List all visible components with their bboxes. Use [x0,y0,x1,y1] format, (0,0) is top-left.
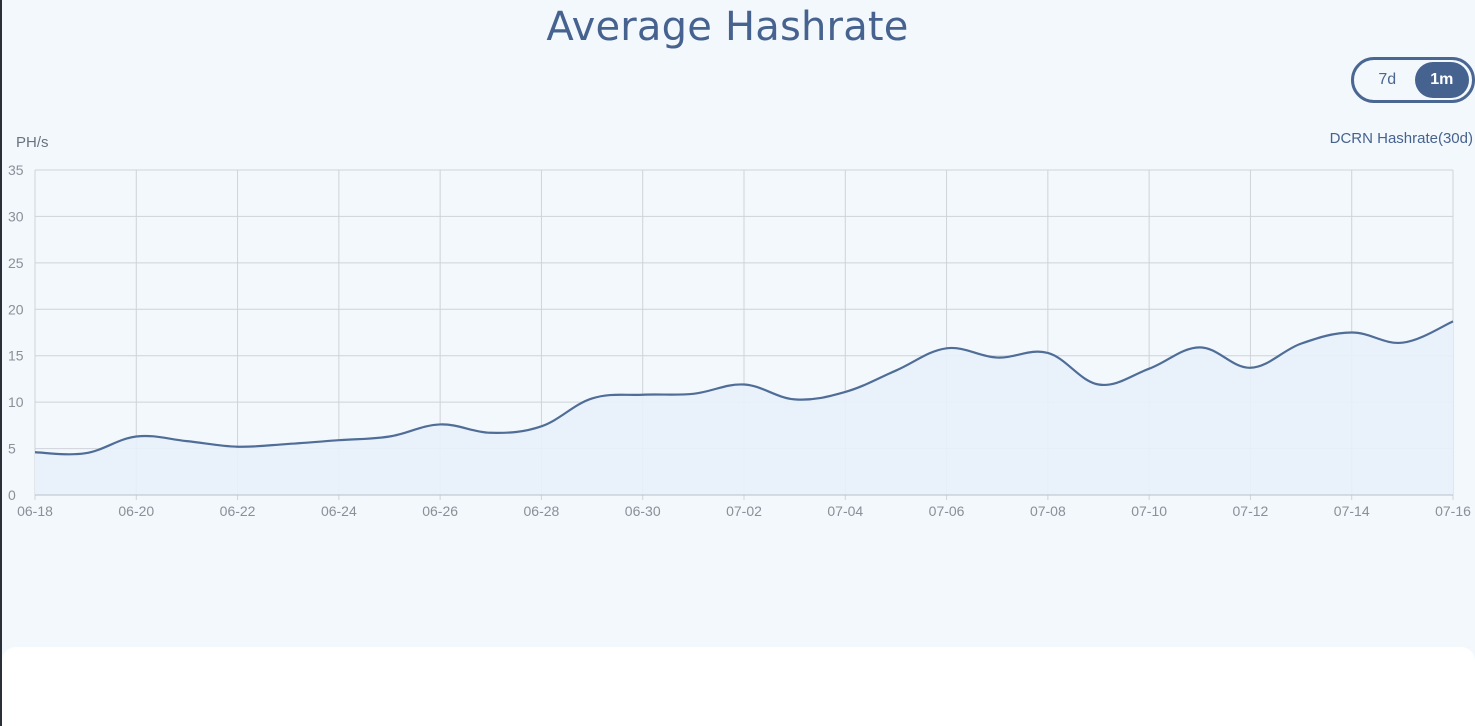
series-line [34,320,1454,456]
range-toggle[interactable]: 7d 1m [1351,57,1475,103]
series-area [35,321,1453,495]
x-tick-label: 07-16 [1435,503,1471,519]
x-tick-label: 06-28 [524,503,560,519]
window-left-border [0,0,2,726]
x-tick-label: 07-12 [1233,503,1269,519]
range-option-1m[interactable]: 1m [1414,62,1469,98]
y-tick-label: 30 [8,208,24,224]
y-tick-label: 10 [8,394,24,410]
y-tick-label: 35 [8,162,24,178]
hashrate-chart: 0 5 10 15 20 25 30 35 06-18 06-20 06-22 06-24 06-26 0… [8,130,1473,519]
x-tick-label: 07-02 [726,503,762,519]
page-title: Average Hashrate [546,4,909,50]
x-tick-label: 06-26 [422,503,458,519]
y-tick-label: 5 [8,441,16,457]
x-tick-label: 06-24 [321,503,357,519]
y-tick-label: 25 [8,255,24,271]
x-tick-label: 06-18 [17,503,53,519]
y-tick-label: 15 [8,348,24,364]
x-tick-label: 07-06 [929,503,965,519]
x-tick-label: 07-14 [1334,503,1370,519]
x-tick-label: 07-08 [1030,503,1066,519]
x-tick-label: 06-22 [220,503,256,519]
x-tick-label: 06-20 [118,503,154,519]
bottom-panel [2,647,1475,726]
x-tick-label: 06-30 [625,503,661,519]
legend-entry: DCRN Hashrate(30d) [1330,130,1473,147]
range-option-7d[interactable]: 7d [1378,71,1397,88]
x-tick-label: 07-10 [1131,503,1167,519]
y-tick-label: 0 [8,487,16,503]
x-tick-label: 07-04 [827,503,863,519]
y-tick-label: 20 [8,301,24,317]
y-axis-label: PH/s [16,134,49,151]
chart-svg: 0 5 10 15 20 25 30 35 06-18 06-20 06-22 06-24 06-26 0… [8,130,1473,519]
